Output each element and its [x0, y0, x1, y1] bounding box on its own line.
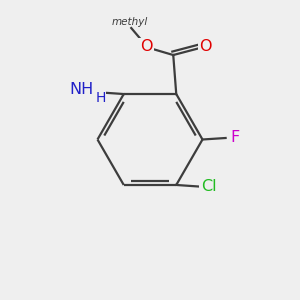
- Text: methyl: methyl: [112, 16, 148, 26]
- Text: O: O: [140, 39, 152, 54]
- Text: H: H: [95, 91, 106, 105]
- Text: F: F: [230, 130, 239, 146]
- Text: Cl: Cl: [201, 179, 217, 194]
- Text: NH: NH: [70, 82, 94, 97]
- Text: O: O: [200, 39, 212, 54]
